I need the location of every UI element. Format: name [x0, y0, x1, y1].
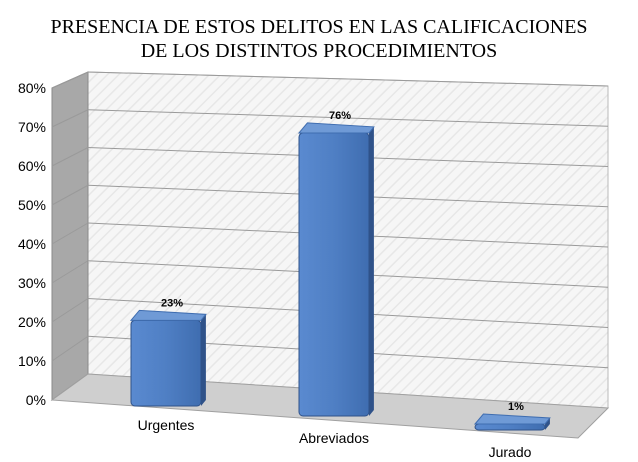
- bar-front: [130, 319, 202, 407]
- bar-side: [545, 418, 550, 430]
- data-label: 23%: [161, 297, 183, 309]
- category-labels: Urgentes Abreviados Jurado: [138, 417, 532, 460]
- bar-urgentes: 23%: [129, 297, 207, 407]
- y-tick-label: 10%: [18, 353, 46, 369]
- chart-title-line-1: PRESENCIA DE ESTOS DELITOS EN LAS CALIFI…: [50, 16, 587, 38]
- bar-top: [297, 122, 375, 134]
- gridline: [51, 298, 89, 323]
- bar-front: [474, 423, 546, 431]
- y-tick-label: 60%: [18, 158, 46, 174]
- y-tick-label: 0%: [26, 392, 46, 408]
- y-tick-label: 40%: [18, 236, 46, 252]
- bar-jurado: 1%: [473, 401, 551, 431]
- y-tick-label: 70%: [18, 119, 46, 135]
- bar-front: [298, 132, 370, 417]
- x-category-label: Urgentes: [138, 417, 195, 433]
- y-tick-label: 30%: [18, 275, 46, 291]
- gridline: [87, 71, 609, 87]
- side-wall: [51, 71, 89, 401]
- bar-side: [201, 314, 206, 406]
- data-label: 1%: [508, 401, 524, 413]
- gridline: [51, 335, 89, 362]
- bar-abreviados: 76%: [297, 110, 375, 417]
- x-category-label: Jurado: [489, 444, 532, 460]
- data-label: 76%: [329, 110, 351, 122]
- gridline: [51, 147, 89, 167]
- bar-top: [473, 413, 551, 425]
- gridline: [51, 71, 89, 89]
- x-category-label: Abreviados: [299, 430, 369, 446]
- gridline: [51, 260, 89, 284]
- gridline: [87, 109, 609, 127]
- y-tick-label: 20%: [18, 314, 46, 330]
- bar-side: [369, 126, 374, 417]
- chart-title-line-2: DE LOS DISTINTOS PROCEDIMIENTOS: [141, 40, 498, 62]
- bar-top: [129, 309, 207, 321]
- y-tick-label: 80%: [18, 80, 46, 96]
- bars: 23% 76% 1%: [129, 110, 551, 431]
- gridline: [51, 109, 89, 128]
- y-tick-label: 50%: [18, 197, 46, 213]
- gridline: [51, 184, 89, 206]
- y-axis-ticks: 0% 10% 20% 30% 40% 50% 60% 70% 80%: [18, 80, 46, 408]
- gridline: [51, 222, 89, 245]
